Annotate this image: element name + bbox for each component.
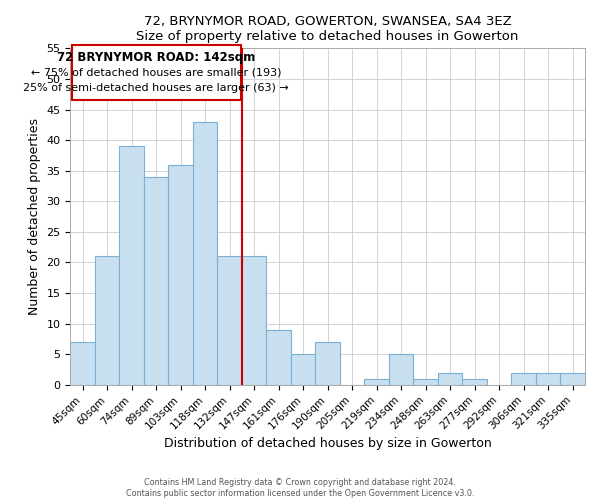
X-axis label: Distribution of detached houses by size in Gowerton: Distribution of detached houses by size … xyxy=(164,437,491,450)
Bar xyxy=(266,330,291,385)
Text: 25% of semi-detached houses are larger (63) →: 25% of semi-detached houses are larger (… xyxy=(23,83,289,93)
Bar xyxy=(560,372,585,385)
Bar xyxy=(119,146,144,385)
Y-axis label: Number of detached properties: Number of detached properties xyxy=(28,118,41,315)
Bar xyxy=(217,256,242,385)
Bar xyxy=(438,372,463,385)
Bar xyxy=(413,378,438,385)
Text: ← 75% of detached houses are smaller (193): ← 75% of detached houses are smaller (19… xyxy=(31,68,281,78)
Bar xyxy=(242,256,266,385)
Bar xyxy=(291,354,316,385)
Bar xyxy=(70,342,95,385)
Bar xyxy=(463,378,487,385)
Bar xyxy=(144,177,169,385)
Bar xyxy=(389,354,413,385)
Bar xyxy=(364,378,389,385)
Text: 72 BRYNYMOR ROAD: 142sqm: 72 BRYNYMOR ROAD: 142sqm xyxy=(57,51,255,64)
Bar xyxy=(169,164,193,385)
Bar xyxy=(95,256,119,385)
Bar xyxy=(536,372,560,385)
Bar xyxy=(316,342,340,385)
Bar xyxy=(511,372,536,385)
Text: Contains HM Land Registry data © Crown copyright and database right 2024.
Contai: Contains HM Land Registry data © Crown c… xyxy=(126,478,474,498)
Bar xyxy=(193,122,217,385)
Title: 72, BRYNYMOR ROAD, GOWERTON, SWANSEA, SA4 3EZ
Size of property relative to detac: 72, BRYNYMOR ROAD, GOWERTON, SWANSEA, SA… xyxy=(137,15,519,43)
FancyBboxPatch shape xyxy=(71,46,241,100)
